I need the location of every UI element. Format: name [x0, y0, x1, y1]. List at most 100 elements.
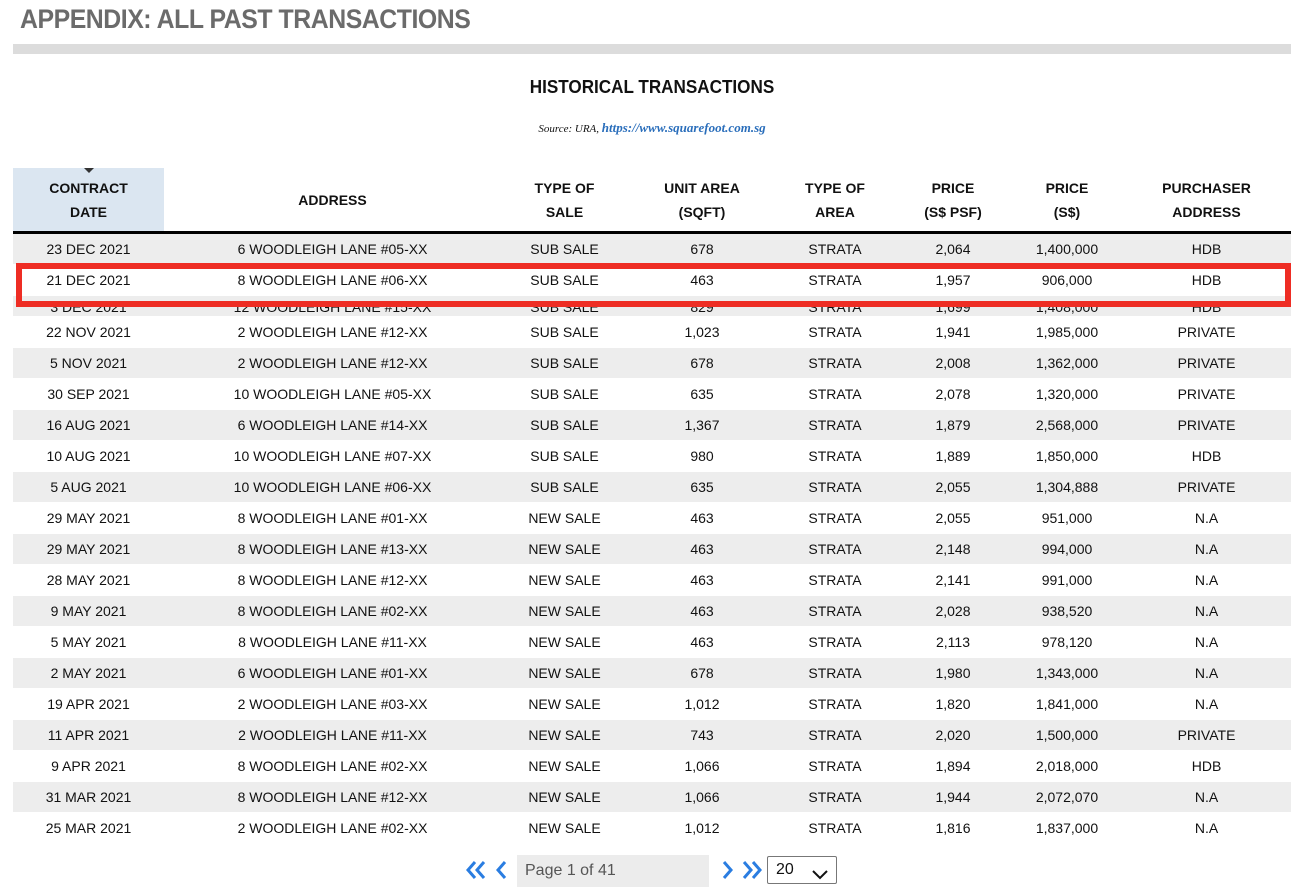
- price-cell: 1,837,000: [1012, 812, 1122, 844]
- address-cell: 2 WOODLEIGH LANE #12-XX: [164, 316, 501, 348]
- unit-area-cell: 1,367: [628, 409, 776, 441]
- address-cell: 8 WOODLEIGH LANE #12-XX: [164, 564, 501, 596]
- double-chevron-left-icon[interactable]: [465, 859, 487, 881]
- contract-date-cell: 21 DEC 2021: [13, 264, 164, 296]
- type-of-area-cell: STRATA: [776, 688, 894, 720]
- purchaser-address-cell: N.A: [1122, 688, 1291, 720]
- address-cell: 8 WOODLEIGH LANE #13-XX: [164, 533, 501, 565]
- chevron-right-icon[interactable]: [716, 859, 738, 881]
- type-of-area-cell: STRATA: [776, 564, 894, 596]
- column-header-type-of-area[interactable]: TYPE OF AREA: [776, 168, 894, 234]
- type-of-area-cell: STRATA: [776, 409, 894, 441]
- price-cell: 994,000: [1012, 533, 1122, 565]
- price-cell: 1,304,888: [1012, 471, 1122, 503]
- unit-area-cell: 1,066: [628, 781, 776, 813]
- purchaser-address-cell: HDB: [1122, 232, 1291, 265]
- price-psf-cell: 2,148: [894, 533, 1012, 565]
- type-of-sale-cell: SUB SALE: [501, 471, 628, 503]
- page-size-select[interactable]: 20: [767, 856, 837, 884]
- type-of-sale-cell: NEW SALE: [501, 750, 628, 782]
- contract-date-cell: 30 SEP 2021: [13, 378, 164, 410]
- type-of-area-cell: STRATA: [776, 502, 894, 534]
- column-header-price[interactable]: PRICE (S$): [1012, 168, 1122, 234]
- price-cell: 1,400,000: [1012, 232, 1122, 265]
- column-header-unit-area[interactable]: UNIT AREA (SQFT): [628, 168, 776, 234]
- table-row: 28 MAY 2021 8 WOODLEIGH LANE #12-XX NEW SA…: [13, 564, 1291, 596]
- pagination-bar: Page 1 of 41 20: [0, 853, 1304, 888]
- address-cell: 8 WOODLEIGH LANE #01-XX: [164, 502, 501, 534]
- price-psf-cell: 2,064: [894, 232, 1012, 265]
- price-psf-cell: 1,980: [894, 657, 1012, 689]
- type-of-sale-cell: SUB SALE: [501, 295, 628, 317]
- contract-date-cell: 31 MAR 2021: [13, 781, 164, 813]
- contract-date-cell: 9 MAY 2021: [13, 595, 164, 627]
- column-header-purchaser-address[interactable]: PURCHASER ADDRESS: [1122, 168, 1291, 234]
- price-psf-cell: 1,889: [894, 440, 1012, 472]
- type-of-area-cell: STRATA: [776, 471, 894, 503]
- table-header-row: CONTRACT DATE ADDRESS TYPE OF SALE UNIT AR…: [13, 168, 1291, 234]
- type-of-area-cell: STRATA: [776, 781, 894, 813]
- unit-area-cell: 1,012: [628, 688, 776, 720]
- unit-area-cell: 980: [628, 440, 776, 472]
- price-psf-cell: 1,944: [894, 781, 1012, 813]
- price-cell: 1,362,000: [1012, 347, 1122, 379]
- table-row: 9 MAY 2021 8 WOODLEIGH LANE #02-XX NEW SAL…: [13, 595, 1291, 627]
- unit-area-cell: 463: [628, 595, 776, 627]
- page-title: APPENDIX: ALL PAST TRANSACTIONS: [20, 4, 471, 34]
- source-link[interactable]: https://www.squarefoot.com.sg: [601, 120, 766, 135]
- column-header-contract-date[interactable]: CONTRACT DATE: [13, 168, 164, 234]
- column-header-address[interactable]: ADDRESS: [164, 168, 501, 234]
- table-row: 21 DEC 2021 8 WOODLEIGH LANE #06-XX SUB SA…: [13, 264, 1291, 296]
- price-psf-cell: 1,941: [894, 316, 1012, 348]
- contract-date-cell: 16 AUG 2021: [13, 409, 164, 441]
- price-psf-cell: 1,894: [894, 750, 1012, 782]
- price-cell: 991,000: [1012, 564, 1122, 596]
- address-cell: 2 WOODLEIGH LANE #12-XX: [164, 347, 501, 379]
- table-row: 10 AUG 2021 10 WOODLEIGH LANE #07-XX SUB S…: [13, 440, 1291, 472]
- price-cell: 1,408,000: [1012, 295, 1122, 317]
- address-cell: 6 WOODLEIGH LANE #05-XX: [164, 232, 501, 265]
- price-cell: 1,500,000: [1012, 719, 1122, 751]
- type-of-sale-cell: SUB SALE: [501, 378, 628, 410]
- contract-date-cell: 2 MAY 2021: [13, 657, 164, 689]
- type-of-sale-cell: NEW SALE: [501, 533, 628, 565]
- purchaser-address-cell: N.A: [1122, 595, 1291, 627]
- table-row: 3 DEC 2021 12 WOODLEIGH LANE #15-XX SUB SA…: [13, 295, 1291, 317]
- unit-area-cell: 463: [628, 502, 776, 534]
- purchaser-address-cell: PRIVATE: [1122, 347, 1291, 379]
- contract-date-cell: 25 MAR 2021: [13, 812, 164, 844]
- contract-date-cell: 29 MAY 2021: [13, 533, 164, 565]
- price-cell: 2,072,070: [1012, 781, 1122, 813]
- price-cell: 938,520: [1012, 595, 1122, 627]
- chevron-left-icon[interactable]: [491, 859, 513, 881]
- purchaser-address-cell: HDB: [1122, 295, 1291, 317]
- type-of-area-cell: STRATA: [776, 595, 894, 627]
- address-cell: 2 WOODLEIGH LANE #02-XX: [164, 812, 501, 844]
- type-of-sale-cell: SUB SALE: [501, 440, 628, 472]
- purchaser-address-cell: N.A: [1122, 781, 1291, 813]
- price-cell: 1,320,000: [1012, 378, 1122, 410]
- transactions-table: CONTRACT DATE ADDRESS TYPE OF SALE UNIT AR…: [13, 168, 1291, 844]
- type-of-sale-cell: SUB SALE: [501, 347, 628, 379]
- table-row: 9 APR 2021 8 WOODLEIGH LANE #02-XX NEW SAL…: [13, 750, 1291, 782]
- column-header-type-of-sale[interactable]: TYPE OF SALE: [501, 168, 628, 234]
- column-header-price-psf[interactable]: PRICE (S$ PSF): [894, 168, 1012, 234]
- double-chevron-right-icon[interactable]: [741, 859, 763, 881]
- table-row: 31 MAR 2021 8 WOODLEIGH LANE #12-XX NEW SA…: [13, 781, 1291, 813]
- type-of-area-cell: STRATA: [776, 347, 894, 379]
- type-of-area-cell: STRATA: [776, 657, 894, 689]
- unit-area-cell: 829: [628, 295, 776, 317]
- contract-date-cell: 29 MAY 2021: [13, 502, 164, 534]
- purchaser-address-cell: PRIVATE: [1122, 409, 1291, 441]
- table-row: 2 MAY 2021 6 WOODLEIGH LANE #01-XX NEW SAL…: [13, 657, 1291, 689]
- type-of-sale-cell: NEW SALE: [501, 657, 628, 689]
- unit-area-cell: 743: [628, 719, 776, 751]
- price-psf-cell: 1,879: [894, 409, 1012, 441]
- table-row: 19 APR 2021 2 WOODLEIGH LANE #03-XX NEW SA…: [13, 688, 1291, 720]
- purchaser-address-cell: N.A: [1122, 812, 1291, 844]
- type-of-sale-cell: NEW SALE: [501, 812, 628, 844]
- unit-area-cell: 463: [628, 533, 776, 565]
- purchaser-address-cell: N.A: [1122, 502, 1291, 534]
- type-of-sale-cell: NEW SALE: [501, 564, 628, 596]
- type-of-area-cell: STRATA: [776, 812, 894, 844]
